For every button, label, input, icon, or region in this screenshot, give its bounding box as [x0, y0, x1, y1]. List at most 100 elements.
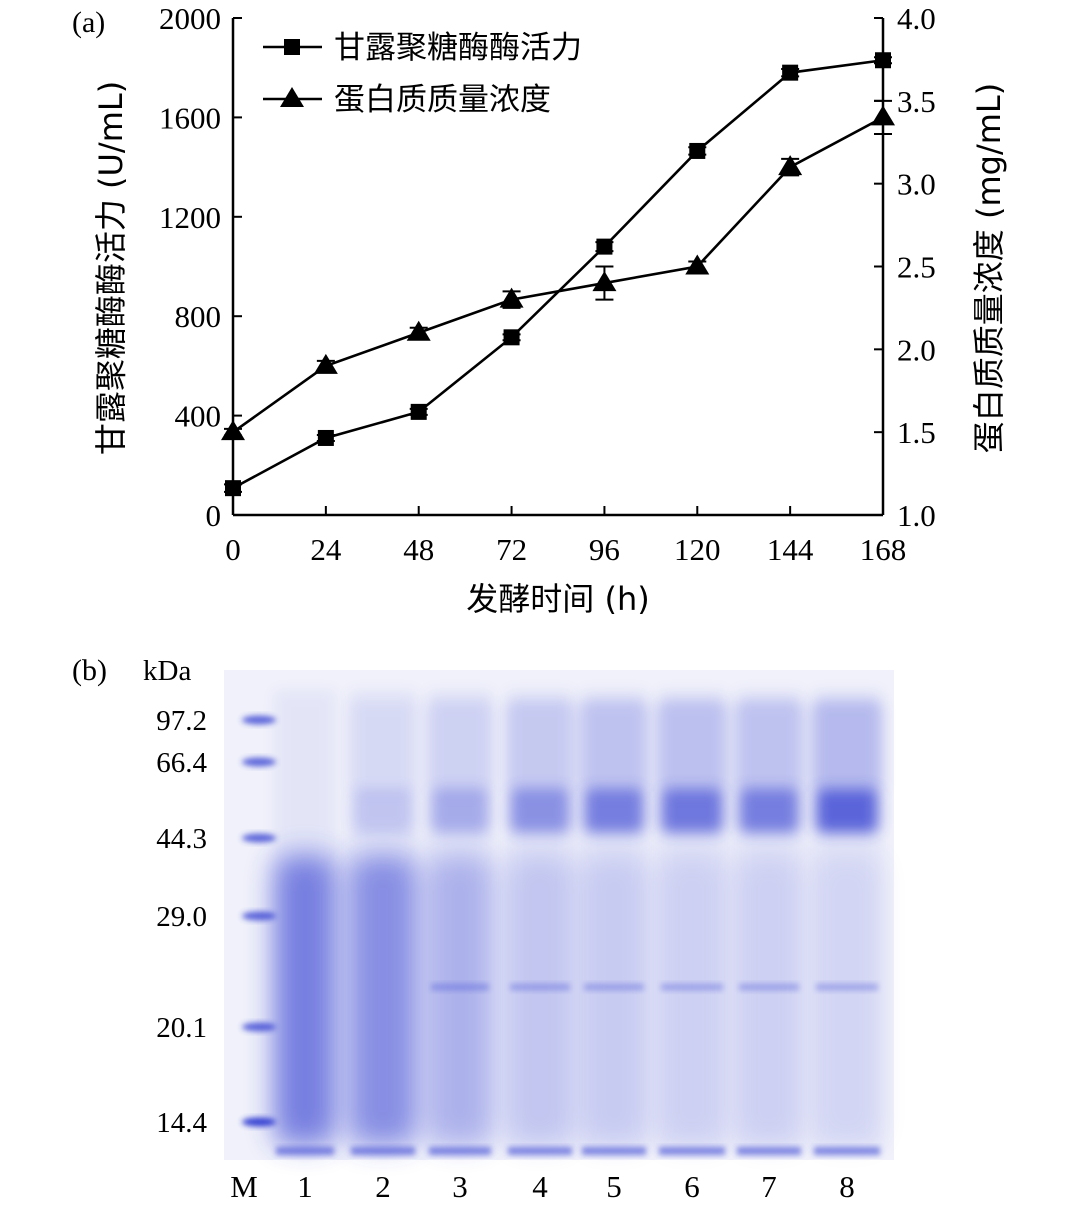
y-tick-label: 1200	[159, 200, 221, 235]
low-mw-smear	[657, 855, 727, 1145]
y2-tick-label: 2.5	[897, 250, 936, 285]
series-line	[232, 58, 884, 490]
data-point-square	[317, 429, 334, 446]
lane-label: 7	[761, 1169, 777, 1204]
lane-label: 1	[297, 1169, 313, 1204]
data-point-triangle	[280, 87, 304, 107]
data-point-square	[596, 238, 613, 255]
dye-front	[737, 1147, 801, 1155]
x-tick-label: 168	[860, 532, 907, 567]
marker-band	[242, 1117, 276, 1127]
lane-5	[580, 690, 648, 1155]
data-point-square	[284, 39, 300, 55]
marker-band	[242, 757, 276, 767]
low-mw-smear	[274, 855, 336, 1145]
lane-3	[427, 690, 493, 1155]
y2-tick-label: 1.5	[897, 415, 936, 450]
panel-b: (b) kDa 97.2 66.4 44.3 29.0 20.1 14.4 M 1 2 3 4 5 6 7 8	[72, 654, 894, 1204]
band-high-mw-halo	[580, 700, 648, 795]
low-mw-smear	[812, 855, 882, 1145]
low-mw-smear	[735, 855, 803, 1145]
panel-a: (a) 0 24 48 72 96 120 144 168 0 400 800 1200 1600 200…	[72, 1, 1008, 618]
marker-band-label: 97.2	[156, 705, 207, 737]
band-high-mw-halo	[427, 700, 493, 795]
y2-axis-title: 蛋白质质量浓度 (mg/mL)	[970, 83, 1008, 453]
data-point-square	[782, 64, 799, 81]
marker-band-label: 44.3	[156, 823, 207, 855]
lane-4	[506, 690, 574, 1155]
y2-tick-label: 2.0	[897, 332, 936, 367]
panel-a-label: (a)	[72, 6, 105, 39]
y-tick-label: 400	[175, 399, 222, 434]
y2-tick-label: 3.5	[897, 84, 936, 119]
data-point-triangle	[871, 105, 895, 126]
series-square	[224, 52, 892, 497]
lane-label: 6	[684, 1169, 700, 1204]
series-triangle	[221, 99, 895, 441]
legend-label: 甘露聚糖酶酶活力	[334, 30, 582, 66]
lane-7	[735, 690, 803, 1155]
dye-front	[351, 1147, 415, 1155]
data-point-square	[875, 52, 891, 69]
y-tick-label: 1600	[159, 100, 221, 135]
data-point-triangle	[685, 254, 710, 275]
band-high-mw-halo	[812, 700, 882, 795]
y-axis-title: 甘露聚糖酶酶活力 (U/mL)	[92, 81, 130, 455]
band-66kda	[661, 789, 723, 834]
sds-page-gel: kDa 97.2 66.4 44.3 29.0 20.1 14.4 M 1 2 3 4 5 6 7 8	[143, 655, 894, 1204]
lane-6	[657, 690, 727, 1155]
x-tick-label: 120	[674, 532, 721, 567]
lane-1	[274, 690, 336, 1155]
band-high-mw-halo	[349, 700, 417, 795]
lane-label: 8	[839, 1169, 855, 1204]
x-tick-label: 0	[225, 532, 241, 567]
panel-b-label: (b)	[72, 654, 107, 687]
x-tick-label: 96	[589, 532, 620, 567]
legend-label: 蛋白质质量浓度	[334, 82, 551, 118]
x-tick-label: 48	[403, 532, 434, 567]
x-axis-title: 发酵时间 (h)	[466, 580, 649, 618]
marker-lane	[242, 715, 276, 1127]
data-point-triangle	[313, 353, 338, 374]
dye-front	[429, 1147, 491, 1155]
marker-band-label: 66.4	[156, 747, 207, 779]
dye-front	[508, 1147, 572, 1155]
band-high-mw-halo	[657, 700, 727, 795]
band-66kda	[739, 789, 799, 834]
data-point-triangle	[592, 271, 617, 292]
band-high-mw-halo	[735, 700, 803, 795]
marker-band-label: 29.0	[156, 901, 207, 933]
lane-label: 5	[606, 1169, 622, 1204]
y-tick-label: 800	[175, 299, 222, 334]
lane-label: M	[230, 1169, 258, 1204]
marker-band	[242, 715, 276, 725]
band-high-mw-halo	[506, 700, 574, 795]
lane-2	[349, 690, 417, 1155]
y2-tick-label: 3.0	[897, 167, 936, 202]
band-66kda	[816, 789, 878, 834]
lane-label: 3	[452, 1169, 468, 1204]
y2-tick-label: 1.0	[897, 498, 936, 533]
y2-tick-label: 4.0	[897, 1, 936, 36]
lane-8	[812, 690, 882, 1155]
data-point-square	[410, 403, 427, 420]
low-mw-smear	[349, 855, 417, 1145]
data-point-square	[503, 329, 520, 346]
low-mw-smear	[427, 855, 493, 1145]
low-mw-smear	[506, 855, 574, 1145]
kda-unit-label: kDa	[143, 655, 191, 687]
x-tick-label: 24	[310, 532, 342, 567]
marker-band	[242, 911, 276, 921]
marker-band	[242, 1022, 276, 1032]
band-66kda	[584, 789, 644, 834]
data-point-triangle	[406, 320, 431, 341]
dye-front	[276, 1147, 334, 1155]
band-66kda	[353, 789, 413, 834]
data-point-triangle	[499, 287, 524, 308]
series-line	[232, 116, 884, 434]
low-mw-smear	[580, 855, 648, 1145]
marker-band-label: 14.4	[156, 1107, 207, 1139]
lane-label: 4	[532, 1169, 548, 1204]
